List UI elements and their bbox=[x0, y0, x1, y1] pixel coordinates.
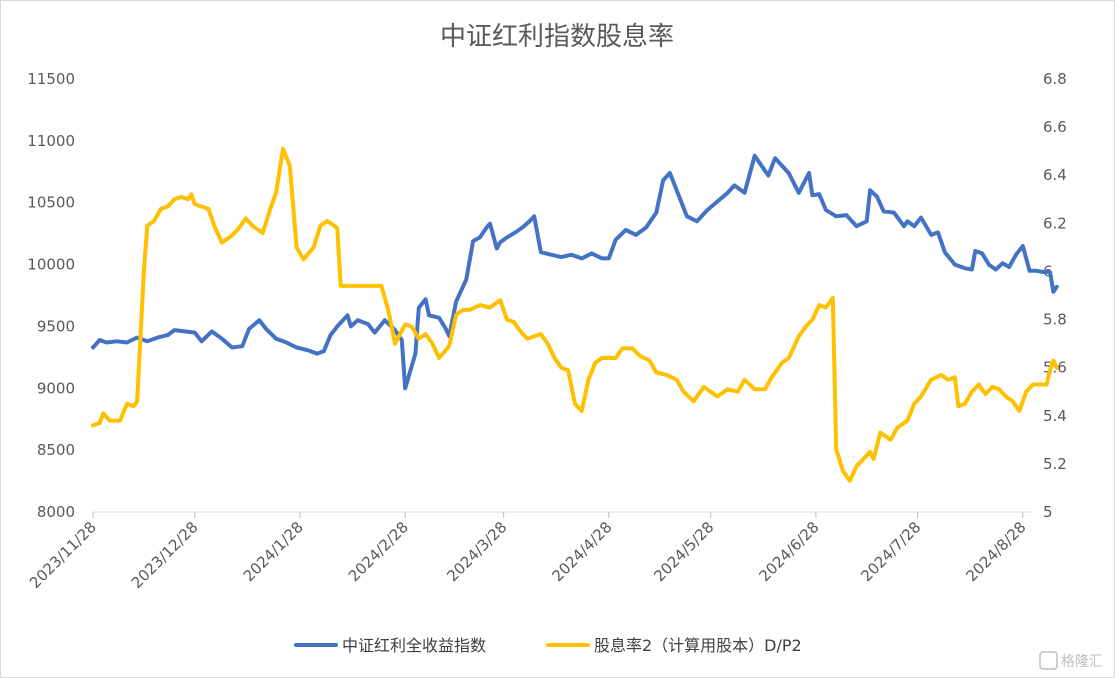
y-right-tick-label: 5 bbox=[1043, 503, 1053, 521]
y-right-tick-label: 6.2 bbox=[1043, 214, 1067, 232]
legend-item-index-label: 中证红利全收益指数 bbox=[342, 636, 486, 655]
legend-item-dividend-yield-label: 股息率2（计算用股本）D/P2 bbox=[594, 636, 802, 655]
y-left-tick-label: 9500 bbox=[37, 317, 75, 335]
y-right-tick-label: 5.4 bbox=[1043, 407, 1067, 425]
y-left-tick-label: 11000 bbox=[27, 132, 75, 150]
y-right-tick-label: 5.2 bbox=[1043, 455, 1067, 473]
y-right-tick-label: 6.8 bbox=[1043, 70, 1067, 88]
series-layer bbox=[91, 146, 1059, 483]
series-line-index bbox=[91, 153, 1059, 391]
y-left-tick-label: 8000 bbox=[37, 503, 75, 521]
y-left-tick-label: 9000 bbox=[37, 379, 75, 397]
y-left-tick-label: 10000 bbox=[27, 256, 75, 274]
watermark: 格隆汇 bbox=[1039, 651, 1103, 670]
series-line-dividend-yield bbox=[91, 146, 1059, 483]
y-left-tick-label: 10500 bbox=[27, 194, 75, 212]
y-left-tick-label: 8500 bbox=[37, 441, 75, 459]
y-right-tick-label: 6.6 bbox=[1043, 118, 1067, 136]
y-right-tick-label: 5.8 bbox=[1043, 311, 1067, 329]
y-left-tick-label: 11500 bbox=[27, 70, 75, 88]
watermark-logo-icon bbox=[1039, 651, 1058, 670]
legend: 中证红利全收益指数 股息率2（计算用股本）D/P2 bbox=[294, 636, 802, 655]
watermark-text: 格隆汇 bbox=[1061, 654, 1103, 670]
y-right-tick-label: 6.4 bbox=[1043, 166, 1067, 184]
chart-title: 中证红利指数股息率 bbox=[440, 22, 674, 52]
